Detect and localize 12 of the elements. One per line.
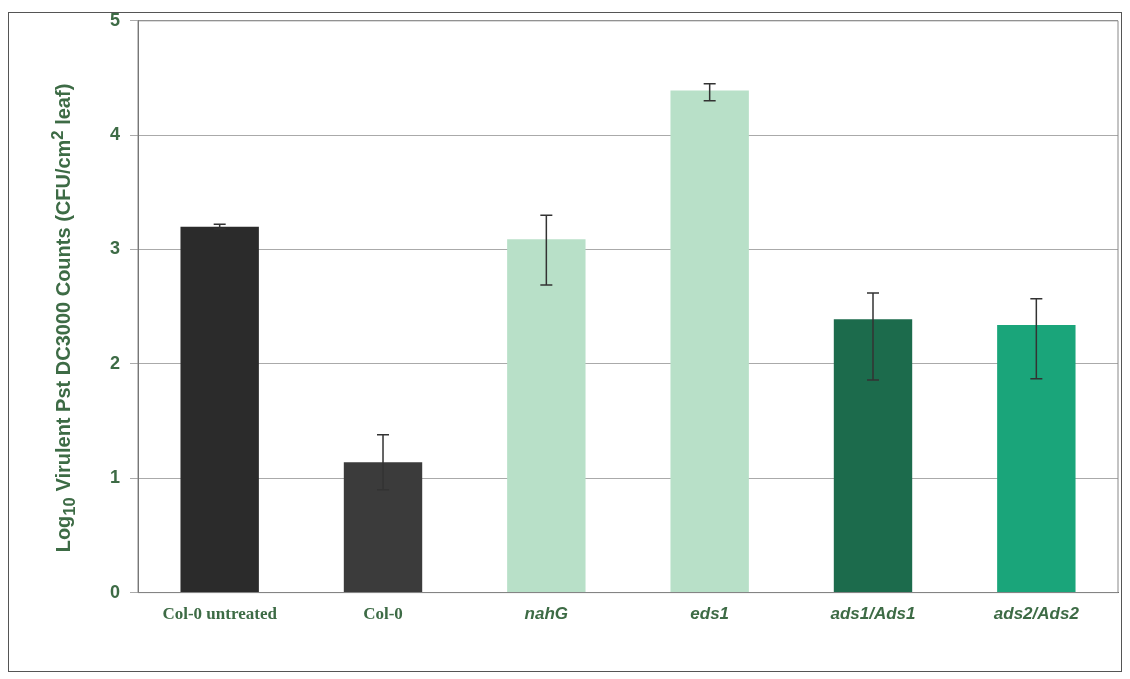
y-tick-label: 0 bbox=[110, 581, 121, 602]
x-tick-label: Col-0 bbox=[363, 604, 403, 624]
y-tick-label: 3 bbox=[110, 238, 121, 259]
y-tick-label: 1 bbox=[110, 467, 121, 488]
x-tick-label: eds1 bbox=[690, 604, 730, 624]
x-tick-label: ads2/Ads2 bbox=[993, 604, 1080, 624]
y-tick-label: 4 bbox=[110, 124, 121, 145]
y-tick-label: 5 bbox=[110, 9, 121, 30]
x-tick-label: nahG bbox=[524, 604, 569, 624]
x-tick-label: Col-0 untreated bbox=[162, 604, 278, 624]
y-tick-label: 2 bbox=[110, 352, 121, 373]
x-tick-label: ads1/Ads1 bbox=[830, 604, 916, 624]
